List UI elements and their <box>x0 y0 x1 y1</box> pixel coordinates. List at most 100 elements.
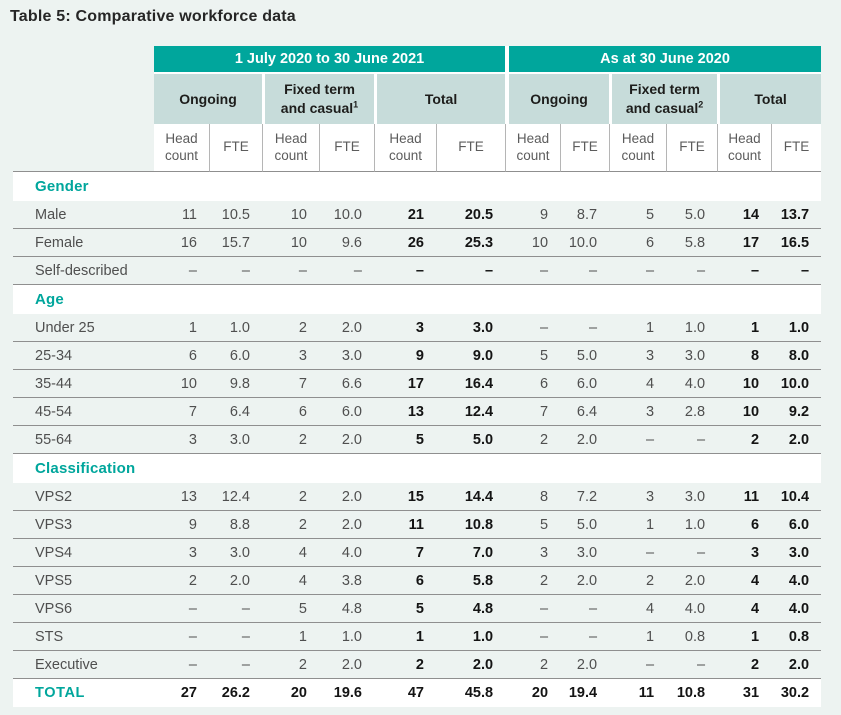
value-cell: – <box>666 426 718 454</box>
table-row: Female 16 15.7 10 9.6 26 25.3 10 10.0 6 5.8 17 16.5 <box>13 229 822 257</box>
value-cell: 1.0 <box>436 623 506 651</box>
value-cell: 9 <box>154 511 209 539</box>
value-cell: – <box>505 623 561 651</box>
col-header-fte: FTE <box>319 124 374 172</box>
table-title: Table 5: Comparative workforce data <box>10 8 296 25</box>
value-cell: 2 <box>717 426 772 454</box>
value-cell: 26.2 <box>209 679 262 707</box>
header-spacer <box>13 74 154 124</box>
col-header-head-count: Head count <box>262 124 319 172</box>
row-label: Male <box>13 201 154 229</box>
value-cell: 4 <box>609 370 667 398</box>
value-cell: 5 <box>505 342 561 370</box>
value-cell: 4.0 <box>666 370 718 398</box>
value-cell: 2 <box>262 426 319 454</box>
value-cell: 10.0 <box>771 370 822 398</box>
value-cell: – <box>560 314 610 342</box>
value-cell: 25.3 <box>436 229 506 257</box>
value-cell: 8.8 <box>209 511 262 539</box>
value-cell: 6 <box>505 370 561 398</box>
value-cell: – <box>209 257 262 285</box>
row-label: 45-54 <box>13 398 154 426</box>
value-cell: 21 <box>374 201 436 229</box>
value-cell: 4.0 <box>771 567 822 595</box>
workforce-table: 1 July 2020 to 30 June 2021 As at 30 Jun… <box>13 46 822 707</box>
value-cell: 4 <box>609 595 667 623</box>
value-cell: 10 <box>717 398 772 426</box>
row-label: Female <box>13 229 154 257</box>
col-header-fte: FTE <box>436 124 506 172</box>
period-header-row: 1 July 2020 to 30 June 2021 As at 30 Jun… <box>13 46 822 74</box>
value-cell: 5 <box>374 595 436 623</box>
table-row: VPS6– –5 4.8 5 4.8– –4 4.0 4 4.0 <box>13 595 822 623</box>
value-cell: 1.0 <box>666 511 718 539</box>
value-cell: – <box>609 651 667 679</box>
col-header-fte: FTE <box>209 124 262 172</box>
table-row: 35-44 10 9.8 7 6.6 17 16.4 6 6.0 4 4.0 10 10.0 <box>13 370 822 398</box>
value-cell: – <box>262 257 319 285</box>
value-cell: – <box>560 257 610 285</box>
value-cell: 1.0 <box>771 314 822 342</box>
value-cell: 12.4 <box>209 483 262 511</box>
value-cell: 3.0 <box>319 342 374 370</box>
value-cell: 2 <box>262 511 319 539</box>
value-cell: – <box>209 623 262 651</box>
value-cell: 5.0 <box>560 511 610 539</box>
value-cell: 3 <box>609 342 667 370</box>
value-cell: 13.7 <box>771 201 822 229</box>
value-cell: 7.2 <box>560 483 610 511</box>
table-row: VPS4 3 3.0 4 4.0 7 7.0 3 3.0– –3 3.0 <box>13 539 822 567</box>
value-cell: 11 <box>154 201 209 229</box>
value-cell: 2 <box>505 567 561 595</box>
value-cell: 15 <box>374 483 436 511</box>
value-cell: 10.0 <box>319 201 374 229</box>
value-cell: 4 <box>262 567 319 595</box>
value-cell: 2.0 <box>560 426 610 454</box>
value-cell: 6.4 <box>560 398 610 426</box>
row-label: 55-64 <box>13 426 154 454</box>
value-cell: 1.0 <box>666 314 718 342</box>
value-cell: – <box>154 623 209 651</box>
subheader-total-2021: Total <box>374 74 506 124</box>
value-cell: 7 <box>154 398 209 426</box>
value-cell: 2.0 <box>771 426 822 454</box>
value-cell: 8.7 <box>560 201 610 229</box>
col-header-head-count: Head count <box>717 124 772 172</box>
value-cell: 2 <box>505 651 561 679</box>
value-cell: 3 <box>262 342 319 370</box>
value-cell: 6 <box>154 342 209 370</box>
value-cell: 6.6 <box>319 370 374 398</box>
row-label: VPS6 <box>13 595 154 623</box>
subheader-label-line1: Fixed term <box>284 81 355 98</box>
value-cell: 5.8 <box>666 229 718 257</box>
value-cell: 0.8 <box>771 623 822 651</box>
section-row: Age <box>13 285 822 314</box>
table-row: Self-described – – – – – – – – – – – – <box>13 257 822 285</box>
value-cell: 3.0 <box>209 426 262 454</box>
value-cell: – <box>609 426 667 454</box>
value-cell: 2 <box>154 567 209 595</box>
header-spacer <box>13 124 154 172</box>
value-cell: 5.0 <box>436 426 506 454</box>
value-cell: 0.8 <box>666 623 718 651</box>
value-cell: 10 <box>505 229 561 257</box>
col-header-head-count: Head count <box>505 124 561 172</box>
row-label: STS <box>13 623 154 651</box>
header-spacer <box>13 46 154 74</box>
value-cell: 7.0 <box>436 539 506 567</box>
value-cell: 10.4 <box>771 483 822 511</box>
value-cell: 2.0 <box>319 651 374 679</box>
value-cell: – <box>154 257 209 285</box>
value-cell: 7 <box>505 398 561 426</box>
subheader-ongoing-2021: Ongoing <box>154 74 262 124</box>
footnote-marker: 1 <box>353 99 359 110</box>
value-cell: – <box>666 651 718 679</box>
value-cell: – <box>560 623 610 651</box>
value-cell: 11 <box>717 483 772 511</box>
value-cell: 5.0 <box>560 342 610 370</box>
value-cell: 3 <box>374 314 436 342</box>
table-row: Male 11 10.5 10 10.0 21 20.5 9 8.7 5 5.0 14 13.7 <box>13 201 822 229</box>
col-header-fte: FTE <box>666 124 718 172</box>
value-cell: 6.0 <box>319 398 374 426</box>
section-row: Classification <box>13 454 822 483</box>
